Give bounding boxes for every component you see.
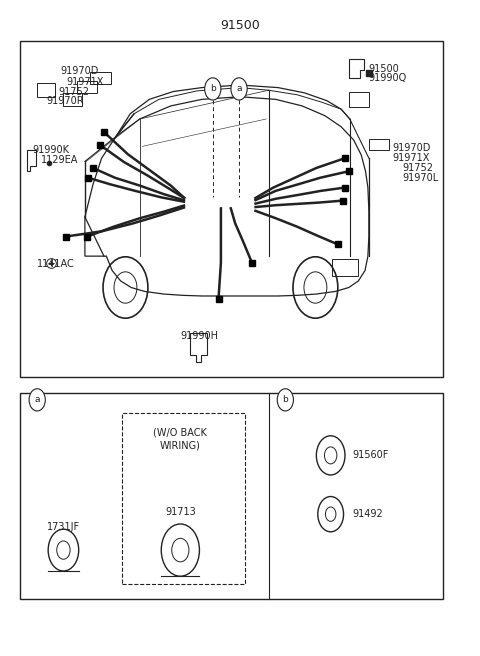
Bar bbox=[37, 83, 55, 97]
Bar bbox=[349, 92, 369, 107]
Text: 91970D: 91970D bbox=[61, 66, 99, 76]
Bar bbox=[369, 138, 389, 150]
Text: 91990H: 91990H bbox=[180, 331, 218, 342]
Text: b: b bbox=[282, 396, 288, 404]
Text: 91752: 91752 bbox=[402, 163, 433, 173]
Circle shape bbox=[231, 78, 247, 100]
Text: 91971X: 91971X bbox=[393, 153, 430, 163]
Text: a: a bbox=[35, 396, 40, 404]
Text: 91500: 91500 bbox=[369, 64, 399, 73]
Bar bbox=[77, 81, 97, 93]
Text: 91970L: 91970L bbox=[402, 173, 439, 183]
Text: 91492: 91492 bbox=[352, 509, 383, 519]
Bar bbox=[21, 394, 443, 599]
Text: 91560F: 91560F bbox=[352, 451, 388, 461]
Text: 91500: 91500 bbox=[220, 19, 260, 32]
Text: b: b bbox=[210, 85, 216, 93]
Bar bbox=[121, 413, 245, 584]
Text: 91752: 91752 bbox=[59, 87, 90, 97]
Circle shape bbox=[204, 78, 221, 100]
Text: a: a bbox=[236, 85, 242, 93]
Text: 91970R: 91970R bbox=[47, 96, 84, 106]
Text: 91713: 91713 bbox=[165, 507, 196, 517]
Bar bbox=[63, 93, 82, 106]
Text: 1141AC: 1141AC bbox=[37, 259, 75, 269]
Bar bbox=[90, 72, 111, 84]
Text: 1129EA: 1129EA bbox=[41, 155, 78, 165]
Text: 91970D: 91970D bbox=[393, 144, 431, 154]
Text: 91971X: 91971X bbox=[67, 77, 104, 87]
Text: 91990K: 91990K bbox=[33, 145, 70, 155]
Text: 91990Q: 91990Q bbox=[369, 73, 407, 83]
Text: 1731JF: 1731JF bbox=[47, 522, 80, 532]
Circle shape bbox=[277, 389, 293, 411]
Bar bbox=[21, 41, 443, 377]
Bar bbox=[332, 259, 358, 276]
Text: (W/O BACK
WIRING): (W/O BACK WIRING) bbox=[154, 428, 207, 451]
Circle shape bbox=[29, 389, 45, 411]
